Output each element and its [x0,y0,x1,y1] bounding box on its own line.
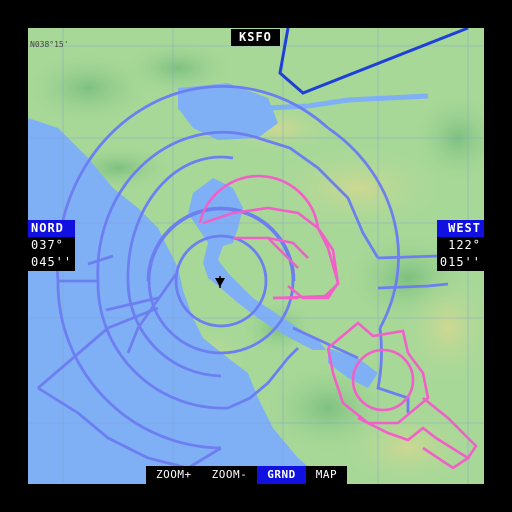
bay-marsh [328,348,378,388]
san-pablo-bay [178,83,278,140]
ground-mode-button[interactable]: GRND [257,466,306,484]
longitude-label: WEST [436,220,484,237]
suisun-channel [267,93,429,111]
map-mode-button[interactable]: MAP [305,466,348,484]
latitude-degrees: 037° [28,237,76,254]
zoom-in-button[interactable]: ZOOM+ [146,466,202,484]
longitude-degrees: 122° [436,237,484,254]
class-c-airspace-san-jose [326,321,478,470]
airport-identifier: KSFO [231,29,280,46]
latitude-minutes: 045'' [28,254,76,271]
zoom-out-button[interactable]: ZOOM- [201,466,258,484]
class-c-airspace-oakland [198,174,340,300]
sectional-map[interactable] [28,28,484,484]
ocean [28,118,328,484]
map-toolbar: ZOOM+ ZOOM- GRND MAP [146,466,348,484]
aircraft-position-icon[interactable] [215,276,225,288]
grid-latitude-label: N038°15' [30,40,69,49]
longitude-minutes: 015'' [436,254,484,271]
restricted-airspace-boundary [278,28,469,95]
latitude-readout: NORD 037° 045'' [28,220,76,271]
latitude-label: NORD [28,220,76,237]
longitude-readout: WEST 122° 015'' [436,220,484,271]
class-b-airspace [37,84,449,470]
san-francisco-bay [188,178,326,350]
